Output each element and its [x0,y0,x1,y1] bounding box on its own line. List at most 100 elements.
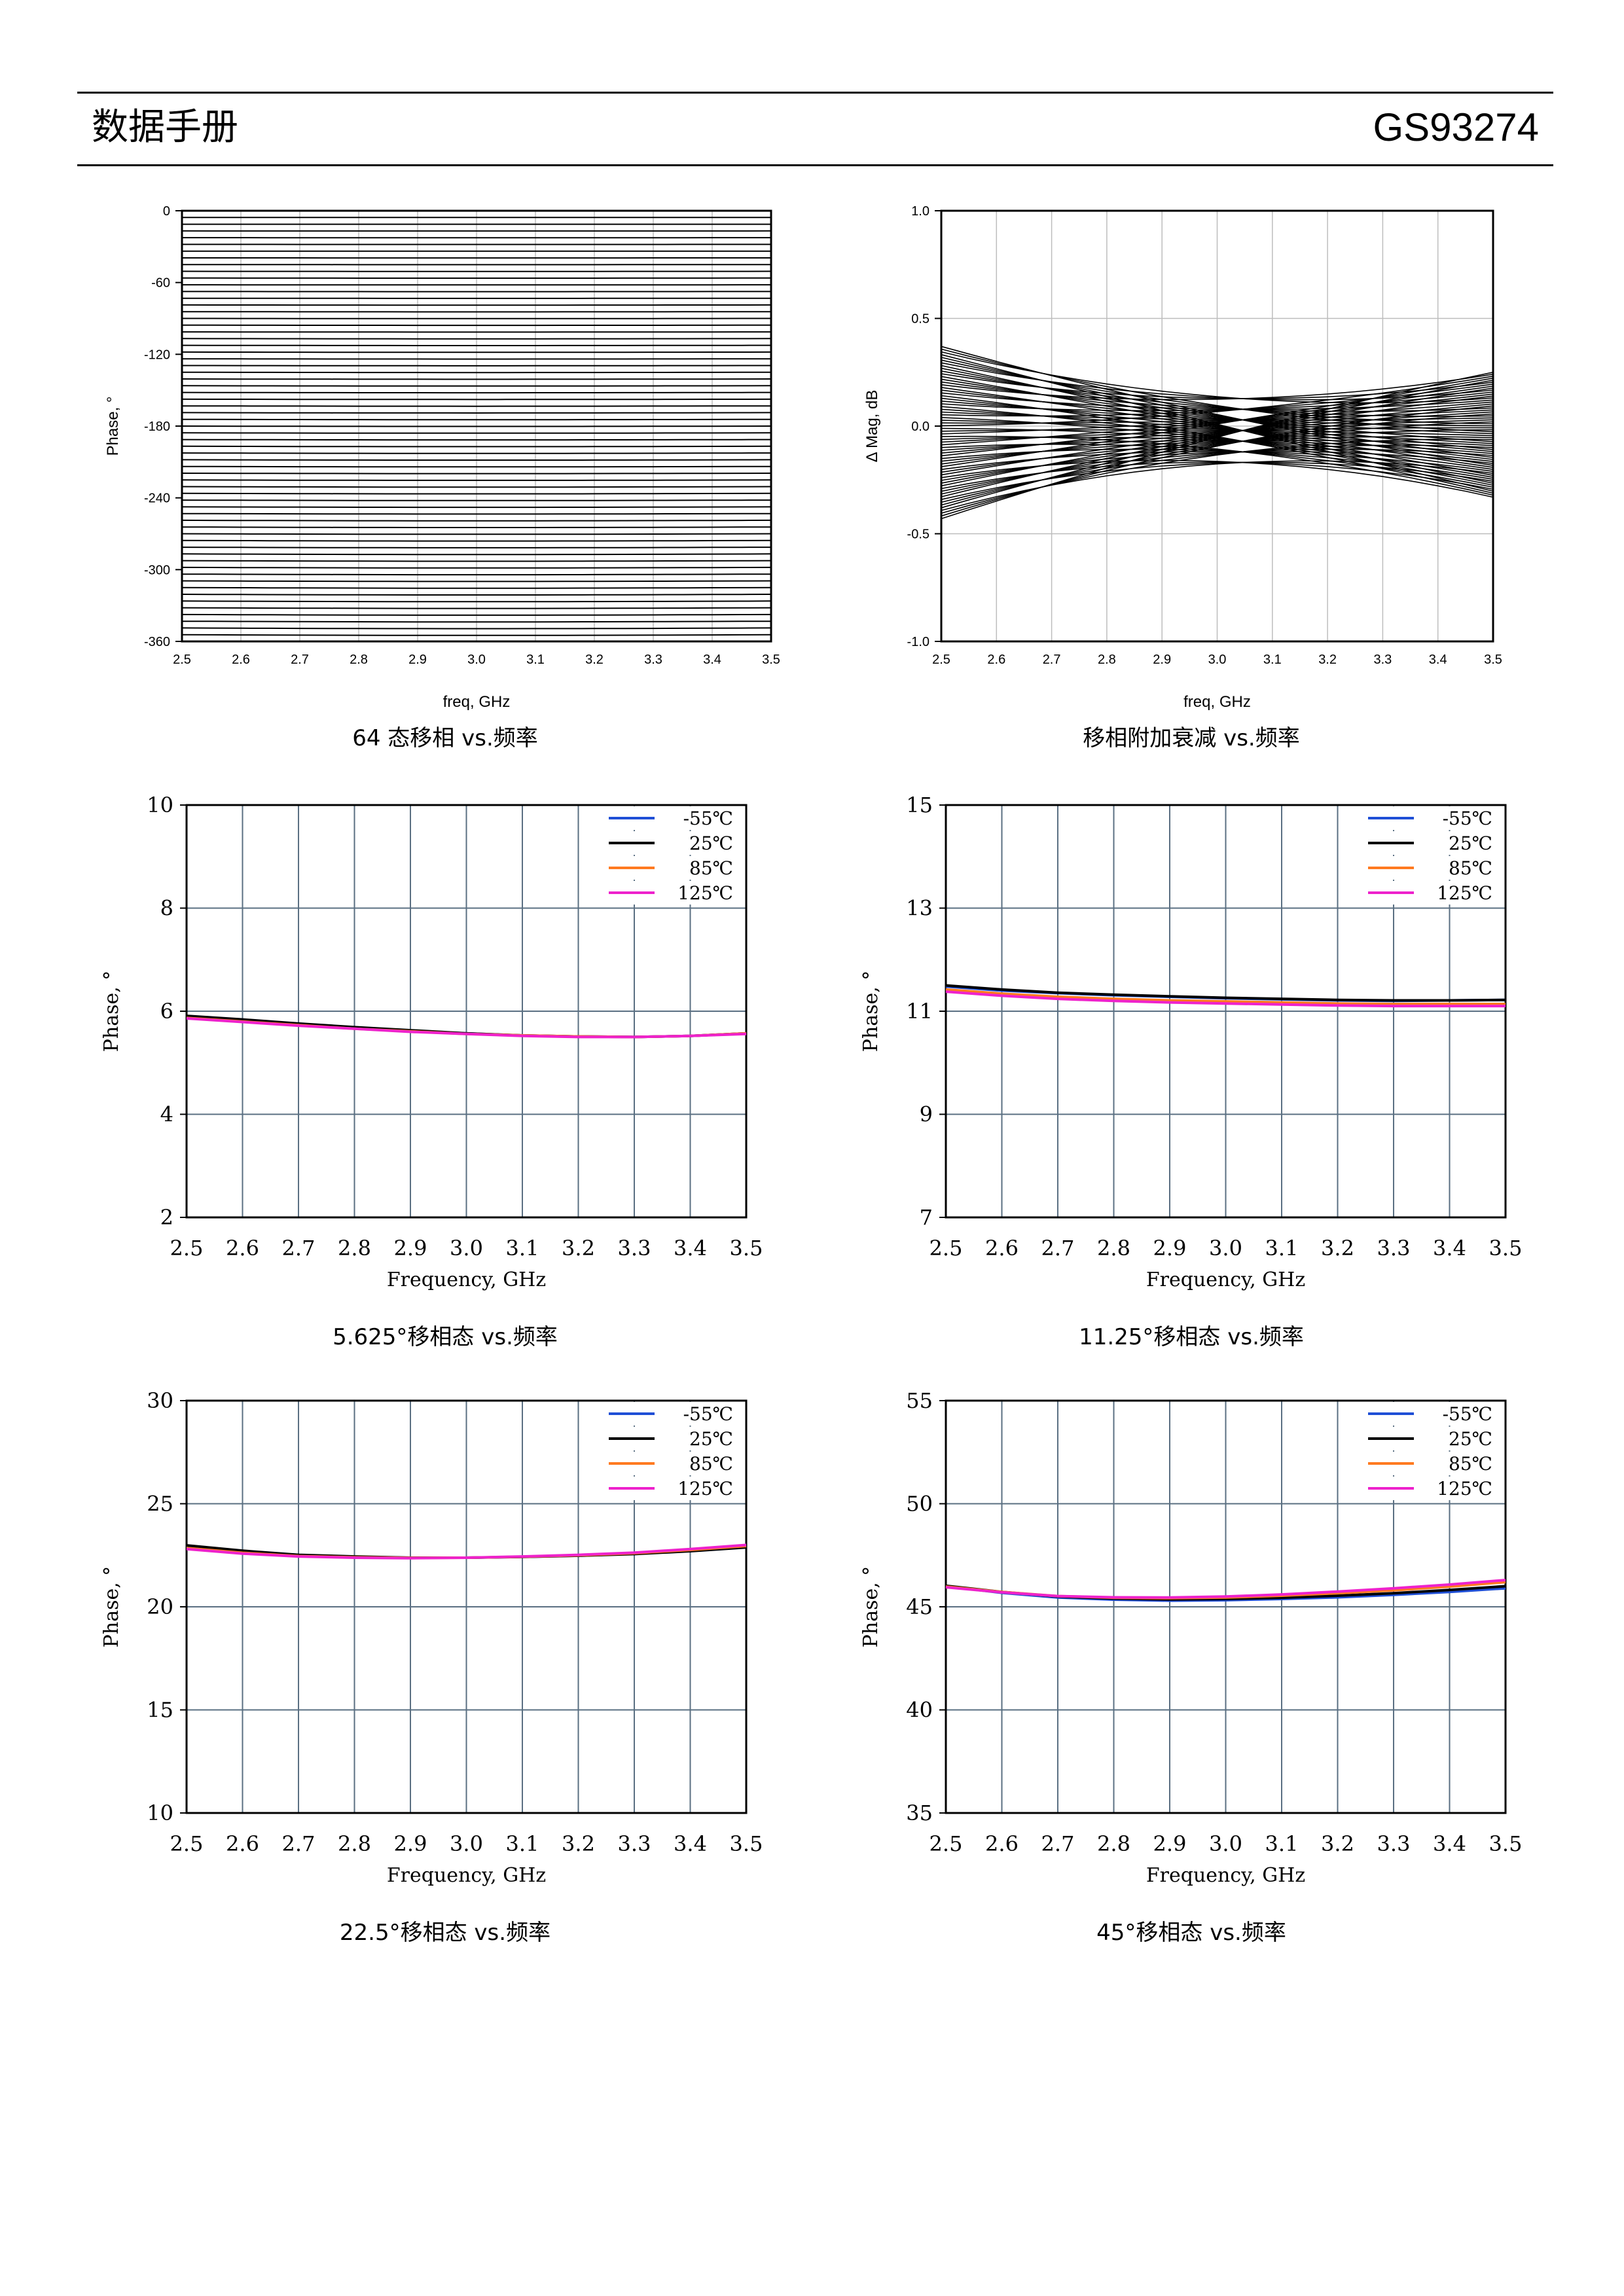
x-tick-label: 2.8 [350,653,368,667]
phase-state-line [181,620,772,623]
caption-phase-1125: 11.25°移相态 vs.频率 [1079,1324,1304,1350]
x-tick-label: 3.5 [730,1831,763,1856]
x-tick-label: 2.5 [170,1236,204,1261]
x-tick-label: 3.0 [467,653,486,667]
x-tick-label: 2.6 [226,1236,259,1261]
legend-label: 25℃ [689,1428,733,1450]
chart-phase-5625: 2.5 2.6 2.7 2.8 2.9 3.0 3.1 3.2 3.3 3.4 3.5 10 8 6 4 2 F… [92,785,799,1309]
attenuation-state-line [941,351,1494,404]
x-tick-label: 2.7 [1043,653,1061,667]
plot-frame [185,1399,748,1814]
attenuation-state-line [941,378,1494,442]
y-tick-label: 35 [906,1801,933,1825]
x-tick-label: 3.2 [1318,653,1337,667]
phase-state-line [181,492,772,495]
legend-label: -55℃ [683,1403,733,1425]
x-tick-label: 2.9 [394,1236,427,1261]
y-axis-label: Phase, ° [104,397,122,456]
y-axis-label: Phase, ° [859,1566,882,1648]
attenuation-state-line [941,387,1494,468]
y-tick-label: 4 [160,1102,173,1127]
x-tick-label: 3.4 [1429,653,1447,667]
chart-attenuation-svg: 2.5 2.6 2.7 2.8 2.9 3.0 3.1 3.2 3.3 3.4 3.5 1.0 0.5 0… [863,204,1502,711]
attenuation-state-line [941,436,1494,473]
y-axis-label: Phase, ° [859,971,882,1052]
y-tick-label: -240 [144,492,170,506]
caption-attenuation: 移相附加衰减 vs.频率 [1083,725,1300,751]
y-tick-label: 0.0 [911,420,929,434]
caption-phase-225: 22.5°移相态 vs.频率 [339,1920,551,1946]
x-tick-label: 2.8 [1098,653,1116,667]
y-tick-label: 30 [147,1388,173,1413]
y-tick-label: -120 [144,348,170,362]
attenuation-state-line [941,380,1494,509]
x-tick-label: 3.3 [1377,1831,1411,1856]
y-tick-label: 1.0 [911,204,929,219]
phase-state-line [181,452,772,454]
x-tick-label: 3.3 [1373,653,1392,667]
plot-frame [940,209,1494,643]
legend-label: 85℃ [689,1453,733,1475]
y-tick-label: 25 [147,1492,173,1516]
x-axis-label: Frequency, GHz [1146,1268,1305,1291]
y-tick-label: 15 [147,1698,173,1723]
x-tick-label: 3.1 [526,653,545,667]
y-axis-label: Δ Mag, dB [863,390,881,463]
x-tick-label: 2.8 [338,1831,371,1856]
attenuation-state-line [941,401,1494,435]
y-tick-label: 10 [147,1801,173,1825]
x-tick-label: 2.7 [1041,1831,1075,1856]
y-tick-label: -360 [144,635,170,649]
y-tick-label: 55 [906,1388,933,1413]
chart-phase-5625-svg: 2.5 2.6 2.7 2.8 2.9 3.0 3.1 3.2 3.3 3.4 3.5 10 8 6 4 2 F… [100,793,763,1291]
attenuation-state-line [941,393,1494,446]
y-tick-label: 11 [906,999,933,1024]
x-tick-label: 2.9 [1153,1236,1187,1261]
x-tick-label: 3.4 [703,653,721,667]
y-tick-label: 15 [906,793,933,817]
x-tick-label: 3.5 [1489,1831,1523,1856]
phase-state-line [181,445,772,448]
x-tick-label: 3.3 [1377,1236,1411,1261]
x-tick-label: 2.8 [1097,1236,1130,1261]
series-line [945,990,1506,1008]
phase-state-line [181,526,772,528]
attenuation-state-line [941,395,1494,487]
x-tick-label: 2.5 [929,1831,963,1856]
y-tick-label: 9 [920,1102,933,1127]
x-axis-label: freq, GHz [443,693,511,711]
attenuation-state-line [941,461,1494,500]
x-tick-label: 3.2 [1321,1236,1354,1261]
document-type-title: 数据手册 [92,106,238,149]
x-tick-label: 2.9 [394,1831,427,1856]
attenuation-state-line [941,419,1494,454]
x-tick-label: 3.0 [1208,653,1227,667]
phase-state-line [181,566,772,569]
chart-phase-225: 2.5 2.6 2.7 2.8 2.9 3.0 3.1 3.2 3.3 3.4 3.5 30 25 20 1… [92,1381,799,1905]
chart-phase-1125-svg: 2.5 2.6 2.7 2.8 2.9 3.0 3.1 3.2 3.3 3.4 3.5 15 13 11 9… [859,793,1523,1291]
x-tick-label: 3.1 [506,1236,539,1261]
x-tick-label: 3.0 [1209,1831,1242,1856]
x-tick-label: 2.8 [338,1236,371,1261]
phase-state-line [181,560,772,562]
x-tick-label: 2.9 [408,653,427,667]
chart-phase-64-states: 2.5 2.6 2.7 2.8 2.9 3.0 3.1 3.2 3.3 3.4 3.5 0 -60 -12… [92,196,799,720]
x-tick-label: 2.7 [282,1236,316,1261]
legend-label: 85℃ [1449,857,1492,879]
phase-state-line [181,547,772,548]
x-tick-label: 2.8 [1097,1831,1130,1856]
x-tick-label: 3.1 [1263,653,1282,667]
y-tick-label: -300 [144,563,170,577]
x-tick-label: 3.2 [585,653,604,667]
x-tick-label: 3.5 [1489,1236,1523,1261]
header-top-rule [77,92,1553,94]
series-line [945,1579,1506,1599]
chart-phase-1125: 2.5 2.6 2.7 2.8 2.9 3.0 3.1 3.2 3.3 3.4 3.5 15 13 11 9… [851,785,1558,1309]
x-axis-label: Frequency, GHz [387,1268,546,1291]
x-tick-label: 2.6 [985,1236,1019,1261]
x-tick-label: 2.5 [170,1831,204,1856]
x-tick-label: 3.3 [618,1236,651,1261]
series-line [945,984,1506,1002]
chart-phase-added-attenuation: 2.5 2.6 2.7 2.8 2.9 3.0 3.1 3.2 3.3 3.4 3.5 1.0 0.5 0… [851,196,1558,720]
x-tick-label: 2.6 [985,1831,1019,1856]
